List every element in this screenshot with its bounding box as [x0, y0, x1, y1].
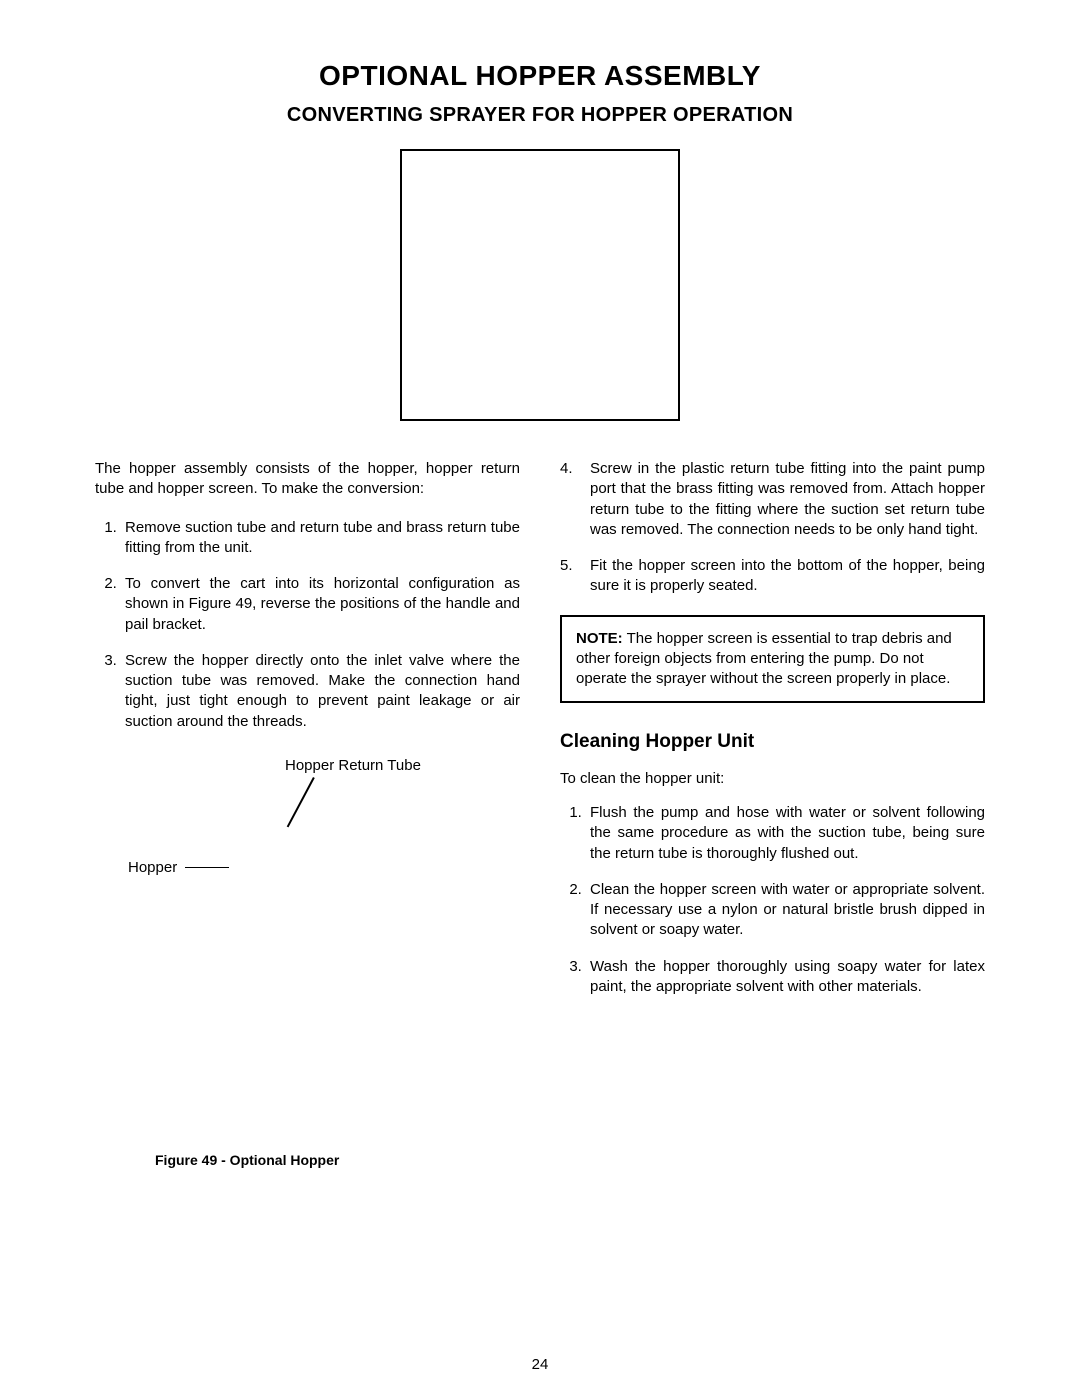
diagram-line-icon — [287, 777, 315, 827]
intro-text: The hopper assembly consists of the hopp… — [95, 459, 520, 500]
main-title: OPTIONAL HOPPER ASSEMBLY — [95, 60, 985, 92]
content-columns: The hopper assembly consists of the hopp… — [95, 459, 985, 1170]
hopper-diagram: Hopper Return Tube Hopper Figure 49 - Op… — [95, 750, 520, 1170]
conversion-list-continued: Screw in the plastic return tube fitting… — [560, 459, 985, 597]
note-text: The hopper screen is essential to trap d… — [576, 630, 952, 688]
note-label: NOTE: — [576, 630, 623, 647]
list-item: Flush the pump and hose with water or so… — [586, 803, 985, 864]
page-number: 24 — [532, 1356, 549, 1373]
list-item: Wash the hopper thoroughly using soapy w… — [586, 957, 985, 998]
hopper-label: Hopper — [128, 858, 177, 878]
left-column: The hopper assembly consists of the hopp… — [95, 459, 520, 1170]
figure-caption: Figure 49 - Optional Hopper — [155, 1151, 339, 1170]
list-item: Fit the hopper screen into the bottom of… — [586, 556, 985, 597]
list-item: To convert the cart into its horizontal … — [121, 574, 520, 635]
hopper-return-tube-label: Hopper Return Tube — [285, 756, 421, 776]
sub-title: CONVERTING SPRAYER FOR HOPPER OPERATION — [95, 104, 985, 127]
conversion-list: Remove suction tube and return tube and … — [95, 518, 520, 732]
figure-box-top — [400, 149, 680, 421]
right-column: Screw in the plastic return tube fitting… — [560, 459, 985, 1170]
note-box: NOTE: The hopper screen is essential to … — [560, 615, 985, 704]
list-item: Screw in the plastic return tube fitting… — [586, 459, 985, 540]
diagram-line-icon — [185, 867, 229, 869]
cleaning-intro: To clean the hopper unit: — [560, 769, 985, 789]
cleaning-heading: Cleaning Hopper Unit — [560, 729, 985, 755]
list-item: Clean the hopper screen with water or ap… — [586, 880, 985, 941]
cleaning-list: Flush the pump and hose with water or so… — [560, 803, 985, 997]
list-item: Remove suction tube and return tube and … — [121, 518, 520, 559]
list-item: Screw the hopper directly onto the inlet… — [121, 651, 520, 732]
